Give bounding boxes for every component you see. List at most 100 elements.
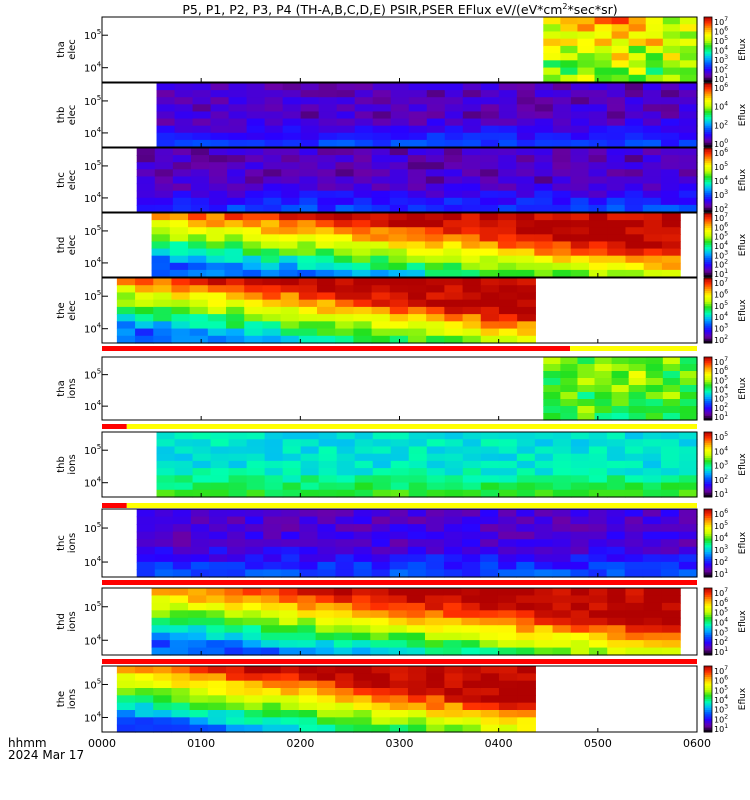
heatmap-cell [260,213,280,221]
colorbar-segment [704,701,712,704]
heatmap-cell [660,155,680,163]
heatmap-cell [371,148,391,156]
heatmap-cell [678,539,698,548]
heatmap-cell [264,446,284,455]
colorbar-tick-label: 104 [714,101,728,112]
colorbar-segment [704,484,712,487]
colorbar-tick-exponent: 2 [724,402,728,409]
heatmap-cell [262,299,282,308]
heatmap-cell [497,632,517,641]
heatmap-cell [317,155,337,163]
colorbar-tick-exponent: 4 [724,532,728,539]
heatmap-cell [354,125,374,134]
heatmap-cell [643,262,663,271]
heatmap-cell [153,695,173,704]
colorbar-segment [704,543,712,546]
heatmap-cell [279,610,298,619]
heatmap-cell [335,190,355,199]
heatmap-cell [498,125,518,134]
heatmap-cell [606,539,626,548]
heatmap-cell [560,60,579,69]
colorbar-tick-exponent: 4 [724,240,728,247]
heatmap-cell [588,516,608,525]
heatmap-cell [354,139,374,148]
colorbar-label: Eflux [738,453,748,476]
heatmap-cell [262,673,282,682]
heatmap-cell [588,118,608,127]
heatmap-cell [552,132,572,141]
mode-bar-segment [102,659,697,664]
colorbar-tick-exponent: 4 [724,101,728,108]
heatmap-cell [679,399,698,407]
heatmap-cell [352,595,371,604]
heatmap-cell [300,439,320,448]
heatmap-cell [497,602,517,611]
heatmap-cell [297,602,317,611]
heatmap-cell [534,610,554,619]
heatmap-cell [606,132,626,141]
heatmap-cell [242,640,262,649]
heatmap-cell [154,509,174,518]
heatmap-cell [352,269,371,278]
colorbar-segment [704,371,712,375]
heatmap-cell [534,588,554,597]
colorbar-segment [704,286,712,290]
heatmap-cell [406,269,426,278]
colorbar-tick-exponent: 5 [724,161,728,168]
heatmap-cell [425,183,445,192]
heatmap-cell [534,148,553,156]
heatmap-cell [188,241,207,250]
colorbar-segment [704,238,712,242]
heatmap-cell [461,647,481,656]
heatmap-cell [136,509,156,518]
heatmap-cell [171,724,191,733]
heatmap-cell [318,475,338,484]
heatmap-cell [207,717,227,726]
heatmap-cell [151,234,171,243]
heatmap-cell [444,482,464,491]
heatmap-cell [607,625,627,634]
heatmap-cell [298,717,318,726]
colorbar-frame [703,431,713,498]
heatmap-cell [116,680,136,689]
colorbar-segment [704,473,712,476]
heatmap-cell [661,595,681,604]
heatmap-cell [443,255,463,264]
heatmap-cell [206,632,226,641]
y-tick-exponent: 4 [97,399,102,407]
heatmap-cell [297,617,317,626]
heatmap-cell [645,378,664,386]
heatmap-cell [462,118,482,127]
heatmap-cell [628,392,647,400]
heatmap-cell [498,673,518,682]
heatmap-cell [479,588,499,597]
heatmap-cell [372,489,392,498]
heatmap-cell [642,432,662,440]
heatmap-cell [154,554,174,563]
heatmap-cell [207,306,227,315]
heatmap-cell [353,531,373,540]
heatmap-cell [443,183,463,192]
heatmap-cell [224,602,244,611]
heatmap-cell [589,640,608,649]
heatmap-cell [642,183,662,192]
colorbar-tick-label: 103 [714,323,728,334]
colorbar-segment [704,590,712,593]
heatmap-cell [245,148,264,156]
colorbar-segment [704,251,712,255]
heatmap-cell [534,190,553,199]
colorbar-segment [704,299,712,303]
colorbar-segment [704,464,712,468]
heatmap-cell [607,602,627,611]
heatmap-cell [136,169,156,178]
colorbar-tick-exponent: 2 [724,636,728,643]
colorbar-segment [704,259,712,263]
heatmap-cell [577,53,596,61]
heatmap-cell [336,482,356,491]
heatmap-cell [443,524,463,533]
colorbar-segment [704,319,712,322]
heatmap-cell [498,299,518,308]
heatmap-cell [498,710,518,718]
colorbar-segment [704,85,712,88]
colorbar-segment [704,415,712,419]
